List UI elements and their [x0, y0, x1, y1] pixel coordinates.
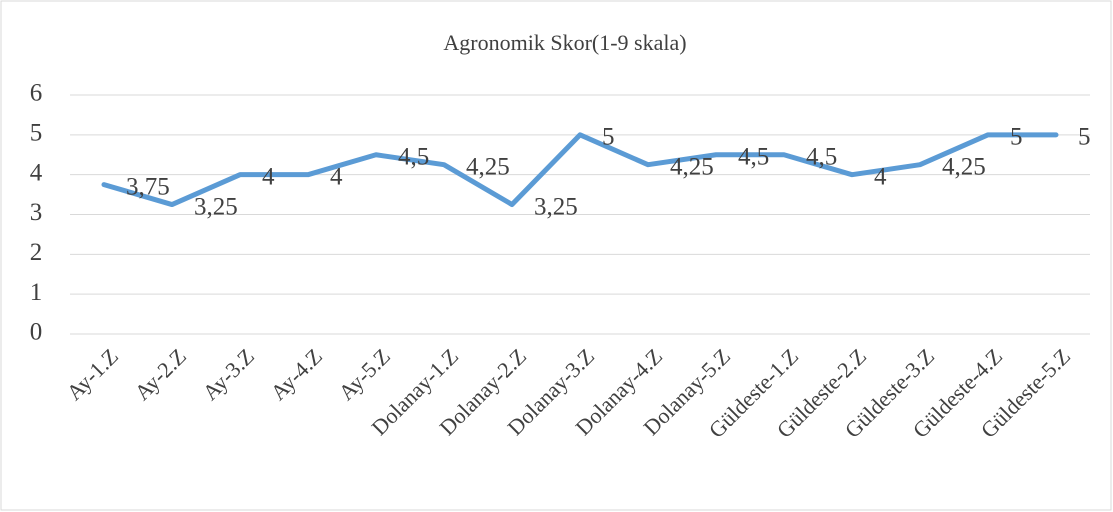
data-label: 3,25	[534, 193, 578, 220]
data-label: 4	[330, 163, 343, 190]
y-tick-label: 4	[30, 159, 43, 186]
data-label: 3,25	[194, 193, 238, 220]
data-label: 4,5	[806, 143, 837, 170]
data-label: 5	[1078, 124, 1091, 151]
y-tick-label: 0	[30, 319, 43, 346]
chart-title: Agronomik Skor(1-9 skala)	[443, 30, 686, 55]
data-label: 3,75	[126, 173, 170, 200]
y-tick-label: 5	[30, 120, 43, 147]
y-tick-label: 1	[30, 279, 43, 306]
data-label: 4	[874, 163, 887, 190]
data-label: 4,25	[466, 153, 510, 180]
y-tick-label: 6	[30, 80, 43, 107]
data-label: 4	[262, 163, 275, 190]
data-label: 4,5	[398, 143, 429, 170]
data-label: 4,5	[738, 143, 769, 170]
data-label: 5	[602, 124, 615, 151]
data-label: 4,25	[942, 153, 986, 180]
data-label: 4,25	[670, 153, 714, 180]
data-label: 5	[1010, 124, 1023, 151]
y-tick-label: 3	[30, 199, 43, 226]
data-line	[101, 132, 1059, 208]
y-tick-label: 2	[30, 239, 43, 266]
